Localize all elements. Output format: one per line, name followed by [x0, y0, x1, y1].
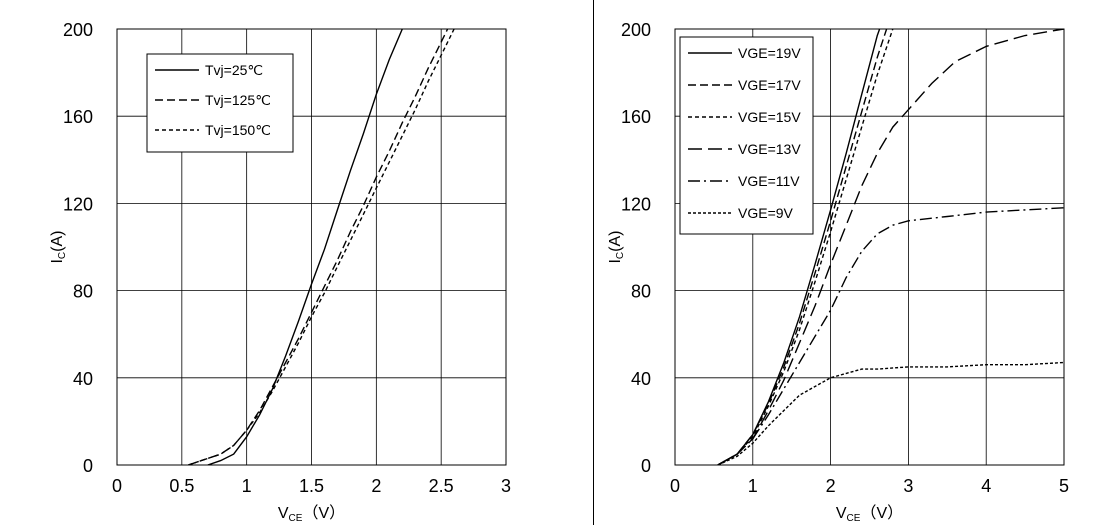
chart-left-xtick-label: 1.5 [299, 476, 324, 496]
chart-right-y-axis-label: IC(A) [607, 230, 626, 263]
chart-left-ytick-label: 80 [73, 282, 93, 302]
chart-left-ytick-label: 0 [83, 456, 93, 476]
chart-left-legend-label: Tvj=125℃ [205, 92, 271, 108]
chart-right-xtick-label: 1 [748, 476, 758, 496]
chart-left-x-axis-label-sub: CE [289, 513, 303, 524]
chart-right-ytick-label: 200 [621, 20, 651, 40]
chart-right-xtick-label: 0 [670, 476, 680, 496]
chart-right-x-axis-label-main: V [836, 505, 847, 522]
chart-left-ytick-label: 200 [63, 20, 93, 40]
chart-left-legend: Tvj=25℃ Tvj=125℃ Tvj=150℃ [146, 53, 294, 153]
chart-right-series-line-6 [717, 361, 1064, 465]
chart-left-plot-frame [116, 28, 507, 466]
chart-left-y-axis-label: IC(A) [49, 230, 68, 263]
chart-left-series-line-2 [188, 29, 449, 465]
chart-right-x-axis-label: VCE（V） [836, 504, 903, 524]
chart-left-legend-label: Tvj=25℃ [205, 62, 263, 78]
chart-left-xtick-label: 0 [112, 476, 122, 496]
chart-left-y-axis-label-sub: C [57, 252, 68, 259]
chart-right-series-line-2 [717, 29, 888, 465]
chart-right-ytick-label: 80 [631, 282, 651, 302]
chart-right-ytick-label: 40 [631, 369, 651, 389]
chart-right-xtick-label: 3 [903, 476, 913, 496]
chart-left-xtick-label: 0.5 [169, 476, 194, 496]
chart-left-x-axis-label-unit: （V） [302, 504, 345, 522]
chart-right-legend-box [679, 36, 814, 235]
chart-left-x-axis-label-main: V [278, 505, 289, 522]
chart-right-plot-frame [674, 28, 1065, 466]
chart-right-x-axis-label-unit: （V） [860, 504, 903, 522]
chart-left-xtick-label: 2.5 [429, 476, 454, 496]
chart-left-ytick-label: 40 [73, 369, 93, 389]
chart-left-series-line-3 [188, 29, 455, 465]
chart-right-y-axis-label-unit: (A) [607, 230, 624, 251]
chart-right-legend-label: VGE=9V [738, 205, 794, 221]
chart-left-x-axis-label: VCE（V） [278, 504, 345, 524]
chart-left-series-group [188, 29, 455, 465]
chart-right-y-axis-label-sub: C [615, 252, 626, 259]
chart-right-ytick-label: 120 [621, 194, 651, 214]
chart-left-legend-box [146, 53, 294, 153]
chart-right-legend-label: VGE=11V [738, 173, 800, 189]
chart-right-legend: VGE=19V VGE=17V VGE=15V VGE=13V VGE=11V VGE=9… [679, 36, 814, 235]
chart-right-xtick-label: 5 [1059, 476, 1069, 496]
chart-left-y-axis-label-unit: (A) [49, 230, 66, 251]
chart-left-xtick-label: 3 [501, 476, 511, 496]
chart-left-legend-label: Tvj=150℃ [205, 122, 271, 138]
chart-left-xtick-label: 2 [371, 476, 381, 496]
chart-right-x-axis-label-sub: CE [847, 513, 861, 524]
chart-right-y-axis-label-main: I [607, 259, 624, 263]
chart-right-ytick-label: 0 [641, 456, 651, 476]
chart-left-ytick-label: 120 [63, 194, 93, 214]
chart-left-xtick-label: 1 [242, 476, 252, 496]
chart-left-y-axis-label-main: I [49, 259, 66, 263]
chart-right-legend-label: VGE=17V [738, 77, 801, 93]
chart-right-xtick-label: 4 [981, 476, 991, 496]
chart-right-legend-label: VGE=13V [738, 141, 801, 157]
chart-right-xtick-label: 2 [826, 476, 836, 496]
chart-right-series-line-5 [717, 207, 1064, 465]
chart-right: 0 1 2 3 4 504080120160200VCE（V）IC(A)VGE=19VVG… [607, 20, 1069, 524]
chart-left-series-line-1 [207, 29, 403, 465]
chart-left-ytick-label: 160 [63, 107, 93, 127]
chart-right-ytick-label: 160 [621, 107, 651, 127]
chart-right-legend-label: VGE=19V [738, 45, 801, 61]
chart-left: 0 0.5 1 1.5 2 2.5 3 0 40 80 120 160 200 VCE（V） IC(A) Tv… [49, 20, 511, 524]
chart-right-legend-label: VGE=15V [738, 109, 801, 125]
chart-right-series-line-4 [717, 29, 1064, 465]
chart-right-series-group [717, 29, 1064, 465]
